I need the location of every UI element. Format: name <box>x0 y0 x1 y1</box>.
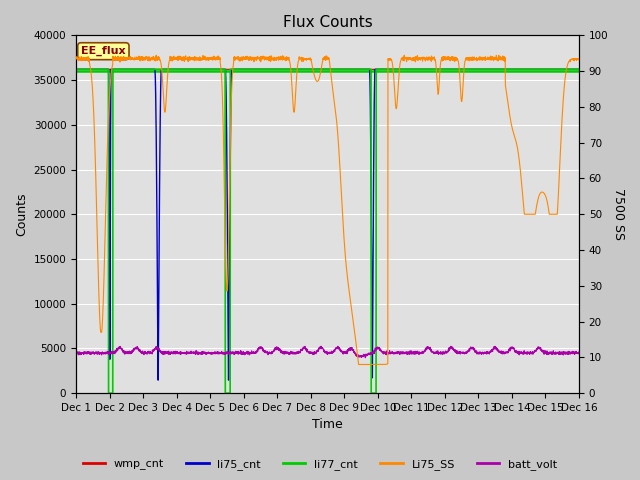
Y-axis label: 7500 SS: 7500 SS <box>612 188 625 240</box>
Y-axis label: Counts: Counts <box>15 192 28 236</box>
Text: EE_flux: EE_flux <box>81 46 125 56</box>
Title: Flux Counts: Flux Counts <box>283 15 372 30</box>
X-axis label: Time: Time <box>312 419 343 432</box>
Legend: wmp_cnt, li75_cnt, li77_cnt, Li75_SS, batt_volt: wmp_cnt, li75_cnt, li77_cnt, Li75_SS, ba… <box>78 455 562 474</box>
